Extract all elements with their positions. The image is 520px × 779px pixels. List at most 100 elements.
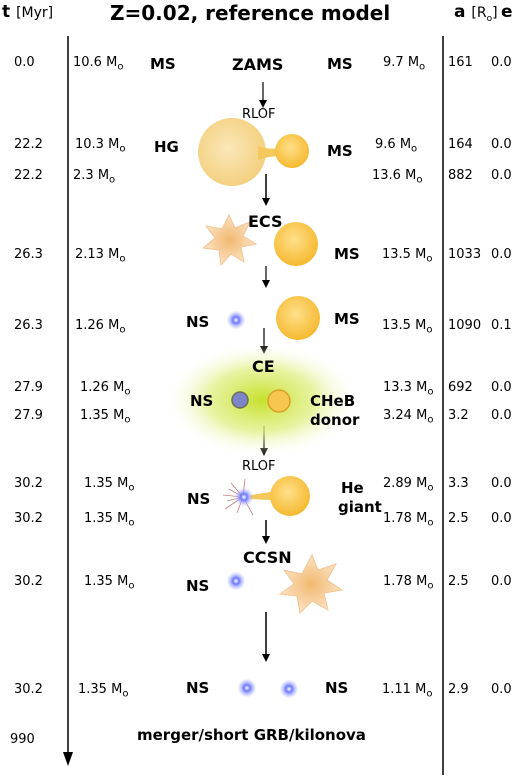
eccentricity-row-7: 0.0 [491, 476, 512, 491]
separation-column-header: a [Ro] [454, 2, 498, 24]
separation-header-unit-close: ] [492, 5, 498, 21]
mass-m1-row-8: 1.35 Mo [84, 511, 134, 529]
mass-m1-row-1: 10.3 Mo [75, 137, 125, 155]
mass-unit: M [117, 574, 129, 589]
mass-value: 1.35 [84, 476, 113, 491]
mass-unit-sub: o [128, 580, 135, 592]
mass-value: 1.78 [383, 511, 412, 526]
mass-unit-sub: o [427, 386, 434, 398]
label-ms-right-3: MS [334, 245, 360, 263]
mass-m1-row-2: 2.3 Mo [73, 168, 115, 186]
separation-row-10: 2.9 [448, 682, 469, 697]
label-giant: giant [338, 498, 382, 516]
mass-unit: M [415, 682, 427, 697]
common-envelope-glow [164, 342, 360, 458]
mass-unit-sub: o [419, 61, 426, 73]
label-hg: HG [154, 138, 179, 156]
mass-m2-row-9: 1.78 Mo [383, 574, 433, 592]
time-row-10: 30.2 [14, 682, 43, 697]
label-ms-left: MS [150, 55, 176, 73]
mass-unit-sub: o [128, 517, 135, 529]
mass-unit-sub: o [411, 143, 418, 155]
mass-value: 3.24 [383, 408, 412, 423]
ecs-burst [201, 213, 258, 267]
eccentricity-row-3: 0.0 [491, 247, 512, 262]
stage-ecs: ECS [248, 212, 283, 231]
label-ms-right-2: MS [327, 142, 353, 160]
mass-unit: M [415, 247, 427, 262]
label-ms-right-1: MS [327, 55, 353, 73]
ms-star-rlof [275, 134, 309, 168]
stage-zams: ZAMS [232, 55, 284, 74]
separation-row-6: 3.2 [448, 408, 469, 423]
label-donor: donor [310, 411, 360, 429]
mass-m2-row-4: 13.5 Mo [382, 318, 432, 336]
mass-value: 1.35 [80, 408, 109, 423]
eccentricity-row-10: 0.0 [491, 682, 512, 697]
separation-row-9: 2.5 [448, 574, 469, 589]
eccentricity-row-9: 0.0 [491, 574, 512, 589]
ms-star-2 [276, 296, 320, 340]
mass-unit: M [416, 476, 428, 491]
mass-unit: M [415, 318, 427, 333]
mass-value: 1.35 [84, 574, 113, 589]
mass-unit-sub: o [427, 482, 434, 494]
mass-value: 2.89 [383, 476, 412, 491]
mass-unit: M [416, 408, 428, 423]
mass-m1-row-4: 1.26 Mo [75, 318, 125, 336]
mass-unit: M [111, 682, 123, 697]
hg-giant-star [198, 118, 266, 186]
ns-star-final-2 [280, 680, 298, 698]
mass-m2-row-8: 1.78 Mo [383, 511, 433, 529]
mass-unit: M [106, 55, 118, 70]
label-ns-3: NS [186, 577, 210, 595]
mass-value: 1.26 [80, 380, 109, 395]
mass-value: 1.35 [78, 682, 107, 697]
mass-unit-sub: o [119, 324, 126, 336]
mass-m2-row-2: 13.6 Mo [372, 168, 422, 186]
ns-star-2 [235, 488, 253, 506]
mass-unit: M [416, 511, 428, 526]
mass-value: 10.3 [75, 137, 104, 152]
mass-m1-row-7: 1.35 Mo [84, 476, 134, 494]
mass-value: 13.6 [372, 168, 401, 183]
label-ms-right-4: MS [334, 310, 360, 328]
ccsn-burst [278, 553, 344, 615]
time-header-unit: [Myr] [16, 5, 54, 21]
separation-header-unit-sub: o [486, 13, 493, 24]
time-row-4: 26.3 [14, 318, 43, 333]
eccentricity-row-5: 0.0 [491, 380, 512, 395]
separation-row-2: 882 [448, 168, 473, 183]
stage-rlof-2: RLOF [242, 459, 276, 474]
ns-star-1 [227, 311, 245, 329]
time-column-header: t [Myr] [2, 2, 53, 22]
mass-value: 1.78 [383, 574, 412, 589]
mass-value: 10.6 [73, 55, 102, 70]
mass-value: 1.26 [75, 318, 104, 333]
mass-value: 9.6 [375, 137, 396, 152]
separation-row-5: 692 [448, 380, 473, 395]
mass-unit-sub: o [109, 174, 116, 186]
time-row-9: 30.2 [14, 574, 43, 589]
mass-value: 1.35 [84, 511, 113, 526]
final-time: 990 [10, 732, 35, 747]
mass-m2-row-1: 9.6 Mo [375, 137, 417, 155]
eccentricity-row-8: 0.0 [491, 511, 512, 526]
mass-unit: M [117, 511, 129, 526]
mass-m2-row-10: 1.11 Mo [382, 682, 432, 700]
separation-row-3: 1033 [448, 247, 482, 262]
label-he: He [341, 479, 364, 497]
diagram-title: Z=0.02, reference model [110, 1, 391, 25]
label-ns-1: NS [186, 313, 210, 331]
time-row-7: 30.2 [14, 476, 43, 491]
mass-m2-row-0: 9.7 Mo [383, 55, 425, 73]
mass-unit-sub: o [427, 414, 434, 426]
time-axis-left-arrowhead [63, 752, 73, 766]
mass-m1-row-0: 10.6 Mo [73, 55, 123, 73]
mass-unit: M [108, 137, 120, 152]
eccentricity-column-header: e [501, 2, 513, 22]
mass-value: 13.5 [382, 247, 411, 262]
he-giant-star [270, 476, 310, 516]
separation-header-symbol: a [454, 2, 466, 22]
mass-m1-row-6: 1.35 Mo [80, 408, 130, 426]
